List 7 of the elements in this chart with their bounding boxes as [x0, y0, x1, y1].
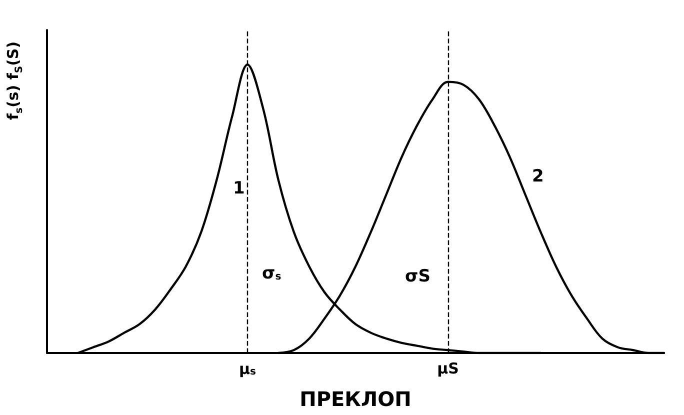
- annotation: σs: [262, 264, 282, 284]
- x-tick-label: μS: [437, 360, 459, 378]
- annotation: 2: [532, 166, 544, 186]
- x-tick-label: μs: [239, 360, 256, 378]
- annotation: σS: [405, 266, 430, 286]
- annotation: 1: [233, 178, 245, 198]
- x-axis-title: ПРЕКЛОП: [300, 387, 412, 411]
